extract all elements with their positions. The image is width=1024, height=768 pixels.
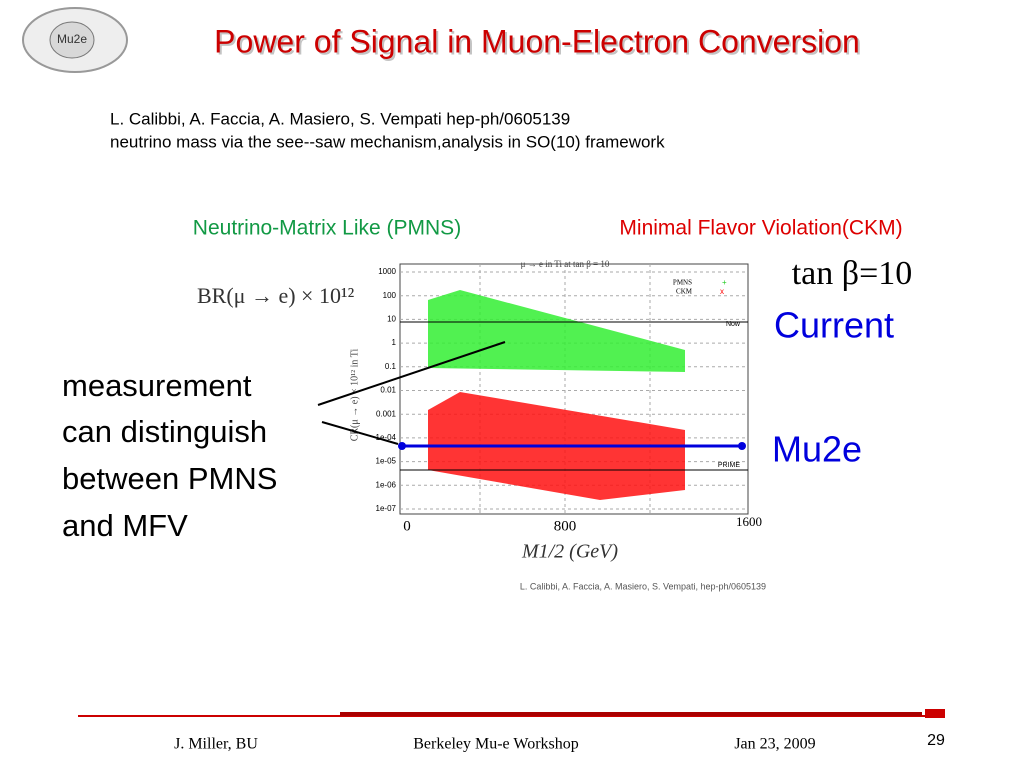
footer-event: Berkeley Mu-e Workshop	[413, 736, 579, 753]
ckm-label: Minimal Flavor Violation(CKM)	[619, 217, 902, 240]
br-formula: BR(μ → e) × 10¹²	[197, 283, 355, 308]
figure-citation: L. Calibbi, A. Faccia, A. Masiero, S. Ve…	[520, 581, 766, 591]
legend-marker: +	[722, 278, 727, 287]
page-number: 29	[927, 732, 945, 749]
annotation-line: can distinguish	[62, 414, 267, 449]
y-tick-label: 0.01	[380, 386, 396, 395]
y-tick-label: 100	[383, 291, 397, 300]
y-tick-label: 1e-07	[376, 504, 397, 513]
figure: 1e-07 1e-06 1e-05 1e-04 0.001 0.01 0.1 1 10 100 10…	[349, 259, 766, 591]
annotation-line: measurement	[62, 368, 252, 403]
y-tick-label: 1000	[378, 267, 396, 276]
x-tick-label: 0	[403, 518, 411, 534]
legend-entry: PMNS	[673, 279, 692, 287]
pmns-cloud	[428, 290, 685, 372]
mu2e-dot	[738, 442, 746, 450]
x-tick-label: 800	[554, 518, 577, 534]
x-tick-label: 1600	[736, 514, 762, 529]
pmns-label: Neutrino-Matrix Like (PMNS)	[193, 217, 461, 240]
prime-label: PRIME	[718, 462, 741, 469]
footer-date: Jan 23, 2009	[734, 736, 815, 753]
footer-author: J. Miller, BU	[174, 736, 258, 753]
annotation-line: and MFV	[62, 508, 188, 543]
y-tick-label: 1	[392, 338, 397, 347]
legend-marker: x	[720, 287, 724, 296]
title-shadow: Power of Signal in Muon-Electron Convers…	[216, 25, 862, 61]
current-label: Current	[774, 305, 894, 346]
figure-y-label: CR(μ → e) × 10¹² in Ti	[349, 348, 360, 441]
logo-core	[49, 21, 95, 59]
mu2e-dot	[398, 442, 406, 450]
y-tick-label: 1e-06	[376, 480, 397, 489]
figure-title: μ → e in Ti at tan β = 10	[521, 259, 610, 269]
arrow	[317, 341, 506, 406]
logo-text: Mu2e	[57, 32, 87, 46]
reference-authors: L. Calibbi, A. Faccia, A. Masiero, S. Ve…	[110, 109, 570, 128]
arrow	[321, 421, 399, 445]
mu2e-label: Mu2e	[772, 429, 862, 470]
now-label: Now	[726, 321, 741, 328]
y-tick-label: 10	[387, 315, 396, 324]
y-tick-label: 1e-05	[376, 457, 397, 466]
annotation-line: between PMNS	[62, 461, 277, 496]
y-tick-label: 0.1	[385, 362, 397, 371]
y-tick-label: 1e-04	[376, 433, 397, 442]
figure-x-label: M1/2 (GeV)	[521, 541, 618, 563]
tan-beta-label: tan β=10	[792, 255, 913, 292]
footer-block	[925, 709, 945, 718]
reference-description: neutrino mass via the see--saw mechanism…	[110, 132, 665, 151]
slide-title: Power of Signal in Muon-Electron Convers…	[214, 23, 860, 59]
legend-entry: CKM	[676, 288, 693, 296]
y-tick-label: 0.001	[376, 409, 397, 418]
annotation: measurement can distinguish between PMNS…	[62, 368, 277, 543]
